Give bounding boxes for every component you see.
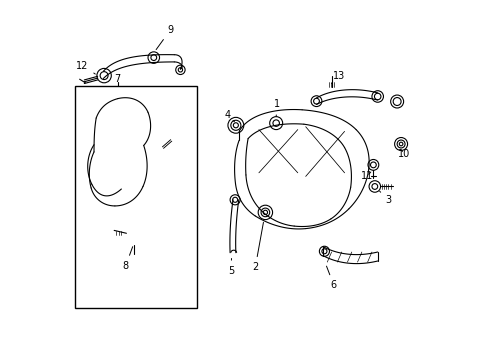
Text: 9: 9 (156, 24, 173, 50)
Text: 7: 7 (114, 74, 121, 84)
Text: 8: 8 (122, 247, 132, 271)
Text: 10: 10 (397, 149, 409, 159)
Text: 4: 4 (224, 110, 234, 122)
Text: 12: 12 (76, 60, 95, 74)
Text: 11: 11 (360, 171, 372, 181)
Text: 1: 1 (273, 99, 280, 117)
Text: 13: 13 (331, 71, 344, 84)
Bar (75, 86, 197, 308)
Text: 5: 5 (227, 258, 233, 276)
Text: 2: 2 (252, 222, 263, 272)
Text: 6: 6 (326, 266, 336, 290)
Text: 3: 3 (379, 191, 391, 205)
